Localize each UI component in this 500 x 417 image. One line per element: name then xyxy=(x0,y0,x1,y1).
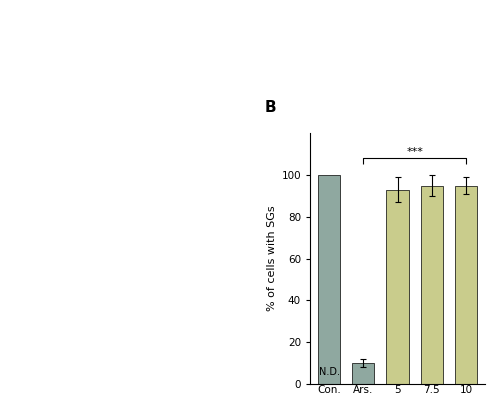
Bar xyxy=(352,363,374,384)
Text: ***: *** xyxy=(406,148,423,158)
Text: B: B xyxy=(265,100,276,115)
Bar xyxy=(420,186,443,384)
Bar xyxy=(455,186,477,384)
Bar xyxy=(386,190,408,384)
Y-axis label: % of cells with SGs: % of cells with SGs xyxy=(267,206,277,311)
Text: N.D.: N.D. xyxy=(318,367,340,377)
Bar xyxy=(318,175,340,384)
